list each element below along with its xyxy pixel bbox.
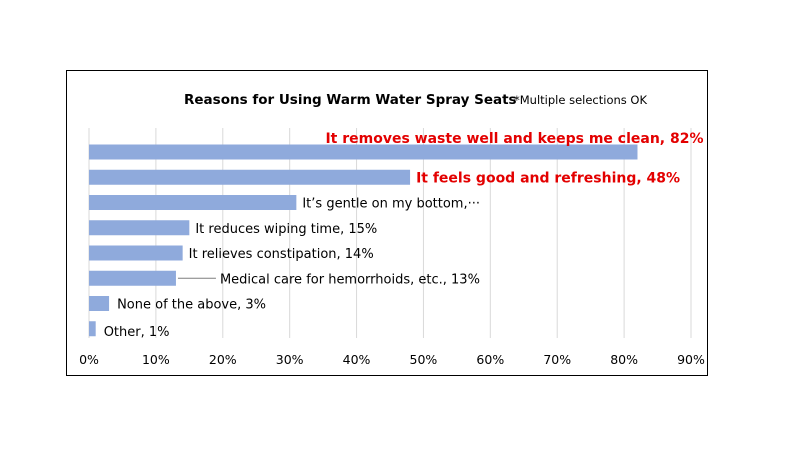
chart-title: Reasons for Using Warm Water Spray Seats (184, 92, 517, 108)
x-tick-label: 30% (276, 352, 304, 367)
bar (89, 144, 638, 160)
bar (89, 195, 297, 210)
x-tick-label: 90% (677, 352, 705, 367)
bar (89, 169, 411, 185)
bar (89, 321, 96, 337)
x-tick-label: 60% (476, 352, 504, 367)
x-tick-label: 70% (543, 352, 571, 367)
bar (89, 270, 176, 286)
bar (89, 296, 110, 311)
x-tick-label: 80% (610, 352, 638, 367)
data-label: Other, 1% (104, 325, 170, 340)
data-label: It’s gentle on my bottom,··· (302, 197, 480, 212)
x-tick-label: 0% (79, 352, 99, 367)
x-tick-label: 40% (343, 352, 371, 367)
x-tick-label: 50% (410, 352, 438, 367)
data-label: Medical care for hemorrhoids, etc., 13% (220, 272, 480, 287)
chart-subtitle: *Multiple selections OK (514, 93, 647, 107)
data-label: It removes waste well and keeps me clean… (325, 131, 703, 147)
bar (89, 245, 183, 261)
x-tick-label: 10% (142, 352, 170, 367)
bar (89, 220, 190, 236)
data-label: It reduces wiping time, 15% (195, 222, 377, 237)
data-label: It relieves constipation, 14% (189, 247, 374, 262)
data-label: None of the above, 3% (117, 298, 266, 313)
data-label: It feels good and refreshing, 48% (416, 170, 680, 186)
x-tick-label: 20% (209, 352, 237, 367)
